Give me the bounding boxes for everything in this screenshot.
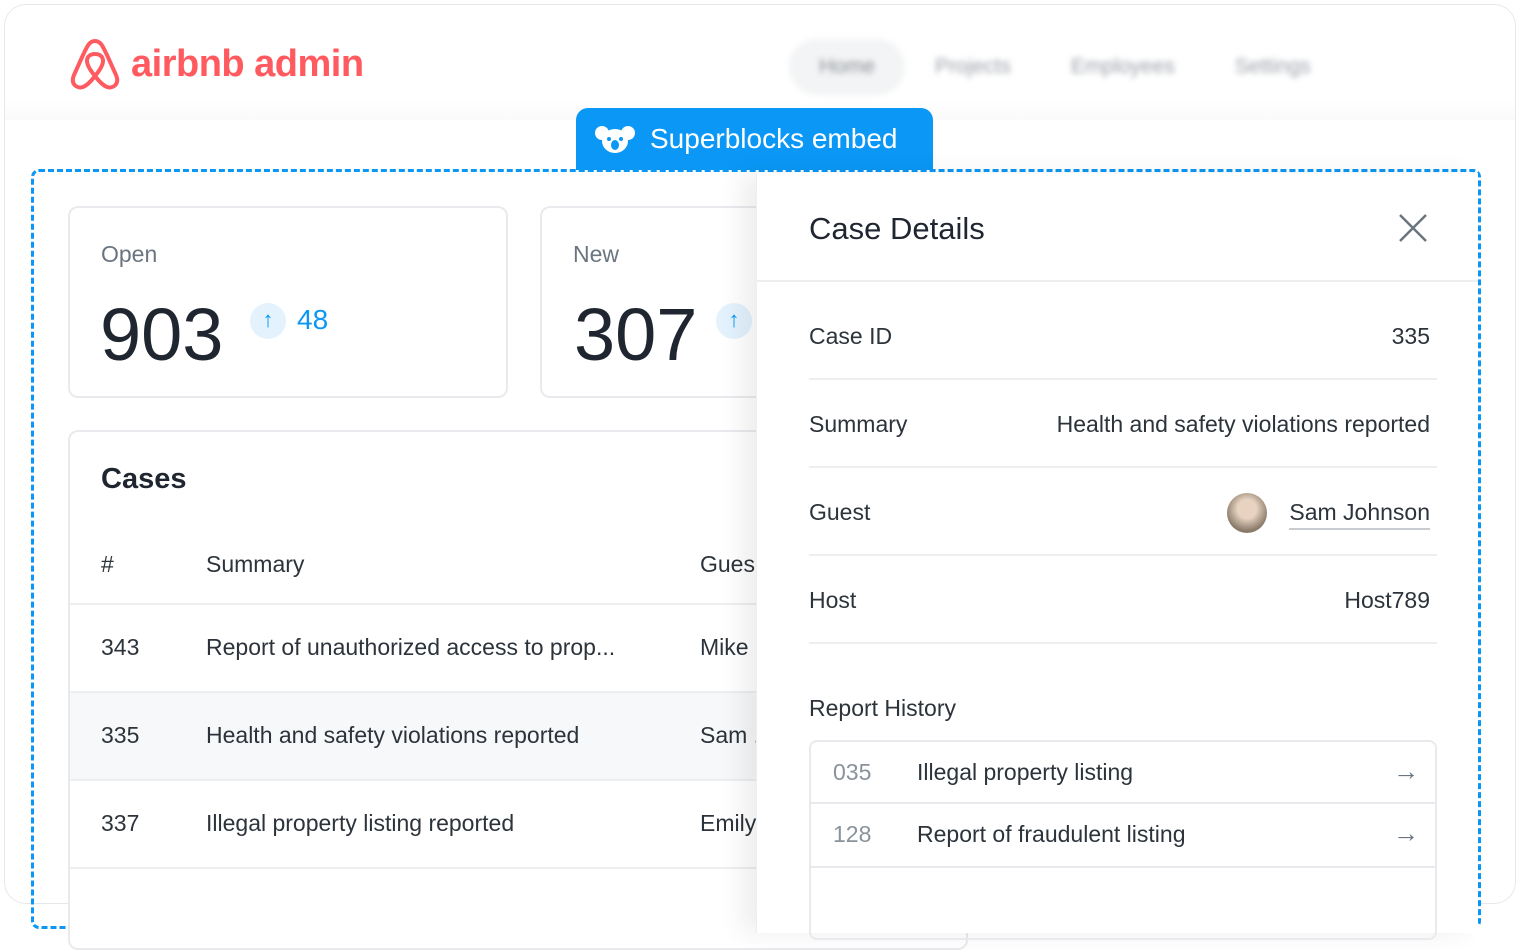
report-history-list: 035 Illegal property listing → 128 Repor… [809, 740, 1437, 940]
stat-card-open: Open 903 ↑ 48 [68, 206, 508, 398]
summary-value: Health and safety violations reported [1056, 411, 1430, 437]
guest-avatar [1227, 493, 1267, 533]
divider [70, 779, 966, 781]
cell-guest: Sam . [700, 722, 761, 748]
field-label: Case ID [809, 323, 893, 349]
guest-link[interactable]: Sam Johnson [1289, 499, 1430, 530]
history-id: 128 [833, 821, 872, 847]
nav-settings[interactable]: Settings [1234, 55, 1311, 78]
divider [809, 642, 1437, 644]
embed-label: Superblocks embed [650, 123, 898, 154]
history-item[interactable]: 035 Illegal property listing → [811, 742, 1435, 804]
superblocks-embed-tab: Superblocks embed [576, 108, 933, 170]
nav-projects[interactable]: Projects [935, 55, 1011, 78]
cell-summary: Report of unauthorized access to prop... [206, 634, 616, 660]
stat-delta: 48 [297, 304, 329, 335]
column-header-id[interactable]: # [101, 551, 114, 577]
history-item[interactable]: 128 Report of fraudulent listing → [811, 804, 1435, 868]
stat-label: New [573, 241, 620, 267]
report-history-title: Report History [809, 695, 956, 721]
top-nav: Home Projects Employees Settings [789, 39, 1341, 95]
nav-home[interactable]: Home [789, 39, 906, 95]
case-id-value: 335 [1391, 323, 1430, 349]
divider [809, 554, 1437, 556]
case-details-panel: Case Details Case ID 335 Summary Health … [756, 173, 1478, 940]
divider [70, 603, 966, 605]
cases-title: Cases [101, 463, 187, 495]
cell-summary: Illegal property listing reported [206, 810, 515, 836]
cell-id: 343 [101, 634, 140, 660]
divider [70, 691, 966, 693]
arrow-up-icon: ↑ [250, 303, 286, 339]
nav-employees[interactable]: Employees [1070, 55, 1175, 78]
arrow-up-icon: ↑ [716, 303, 752, 339]
arrow-right-icon: → [1393, 818, 1419, 848]
cell-summary: Health and safety violations reported [206, 722, 580, 748]
close-icon[interactable] [1398, 213, 1428, 243]
koala-icon [595, 126, 635, 153]
stat-value: 307 [574, 293, 698, 376]
airbnb-logo-icon [70, 39, 120, 90]
history-id: 035 [833, 759, 872, 785]
brand-name: airbnb admin [131, 42, 364, 85]
field-label: Host [809, 587, 857, 613]
cell-guest: Emily [700, 810, 757, 836]
cell-guest: Mike [700, 634, 749, 660]
arrow-right-icon: → [1393, 756, 1419, 786]
table-row[interactable]: 337 Illegal property listing reported Em… [70, 781, 966, 867]
panel-title: Case Details [809, 211, 985, 246]
divider [809, 466, 1437, 468]
column-header-summary[interactable]: Summary [206, 551, 305, 577]
table-row[interactable]: 343 Report of unauthorized access to pro… [70, 605, 966, 691]
stat-value: 903 [100, 293, 224, 376]
history-title: Illegal property listing [917, 759, 1134, 785]
field-label: Guest [809, 499, 871, 525]
cell-id: 335 [101, 722, 140, 748]
host-value: Host789 [1344, 587, 1430, 613]
divider [809, 378, 1437, 380]
logo[interactable]: airbnb admin [69, 37, 364, 91]
cell-id: 337 [101, 810, 140, 836]
divider [70, 867, 966, 869]
field-label: Summary [809, 411, 908, 437]
history-title: Report of fraudulent listing [917, 821, 1186, 847]
column-header-guest[interactable]: Gues [700, 551, 755, 577]
stat-label: Open [101, 241, 158, 267]
divider [757, 280, 1478, 282]
